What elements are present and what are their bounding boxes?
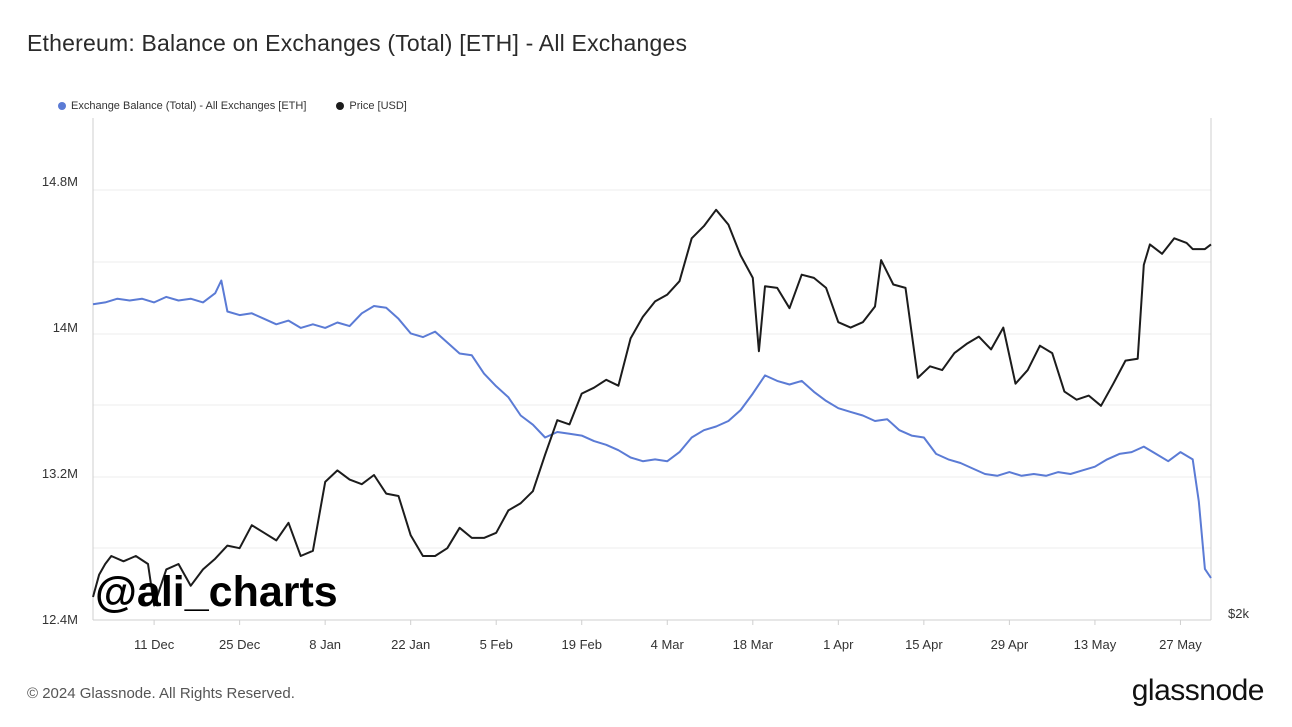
x-tick-label: 15 Apr [905, 637, 943, 652]
y-tick-label: 14.8M [42, 174, 78, 189]
x-tick-label: 8 Jan [309, 637, 341, 652]
tick-labels: 12.4M 13.2M 14M 14.8M $2k 11 Dec 25 Dec 8 Jan 22… [42, 174, 1250, 652]
x-tick-label: 25 Dec [219, 637, 261, 652]
brand-logo: glassnode [1131, 674, 1265, 707]
legend-item-balance[interactable]: Exchange Balance (Total) - All Exchanges… [58, 100, 306, 112]
x-tick-label: 1 Apr [823, 637, 854, 652]
series-line-price [92, 208, 1212, 607]
x-tick-label: 29 Apr [991, 637, 1029, 652]
watermark: @ali_charts [95, 568, 338, 616]
legend-item-price[interactable]: Price [USD] [336, 100, 407, 112]
y-tick-label: 13.2M [42, 466, 78, 481]
legend-label-price: Price [USD] [349, 100, 407, 112]
series-lines [92, 208, 1212, 607]
copyright-footer: © 2024 Glassnode. All Rights Reserved. [27, 685, 295, 702]
legend-dot-price [336, 102, 345, 110]
x-tick-label: 18 Mar [733, 637, 774, 652]
y-tick-label: 12.4M [42, 612, 78, 627]
series-line-balance [92, 279, 1212, 579]
x-tick-label: 13 May [1074, 637, 1117, 652]
legend-dot-balance [58, 102, 66, 110]
axes [92, 118, 1212, 625]
y-right-tick-label: $2k [1228, 606, 1249, 621]
chart-title: Ethereum: Balance on Exchanges (Total) [… [27, 30, 688, 56]
grid-lines [93, 189, 1211, 549]
x-tick-label: 19 Feb [562, 637, 602, 652]
y-tick-label: 14M [53, 320, 78, 335]
x-tick-label: 27 May [1159, 637, 1202, 652]
legend: Exchange Balance (Total) - All Exchanges… [58, 100, 407, 112]
legend-label-balance: Exchange Balance (Total) - All Exchanges… [71, 100, 307, 112]
x-tick-label: 11 Dec [134, 637, 175, 652]
x-tick-label: 22 Jan [391, 637, 430, 652]
x-tick-label: 4 Mar [651, 637, 685, 652]
x-tick-label: 5 Feb [480, 637, 513, 652]
